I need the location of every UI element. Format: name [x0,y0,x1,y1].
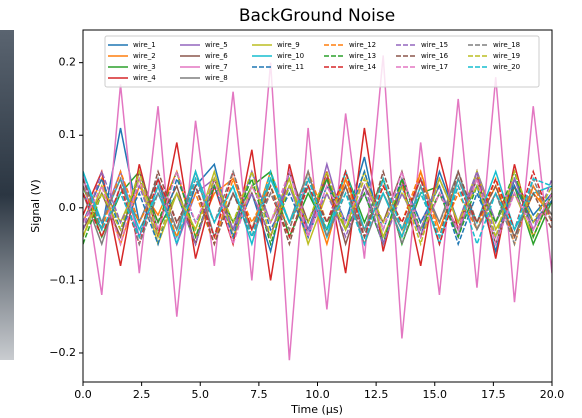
data-line [83,168,552,247]
y-tick-label: 0.2 [59,56,77,69]
legend-label: wire_12 [349,41,376,49]
legend-label: wire_4 [133,74,156,82]
legend-label: wire_18 [493,41,520,49]
legend-label: wire_5 [205,41,228,49]
legend-label: wire_19 [493,52,520,60]
data-line [83,168,552,247]
legend-label: wire_17 [421,63,448,71]
data-line [83,169,552,247]
x-tick-label: 12.5 [364,388,389,401]
legend-label: wire_16 [421,52,449,60]
x-tick-label: 17.5 [481,388,506,401]
legend-label: wire_13 [349,52,376,60]
legend: wire_1wire_2wire_3wire_4wire_5wire_6wire… [104,35,540,88]
data-line [83,168,552,247]
data-line [83,168,552,247]
data-line [83,168,552,247]
legend-label: wire_2 [133,52,156,60]
x-tick-label: 2.5 [133,388,151,401]
legend-label: wire_7 [205,63,228,71]
x-axis-label: Time (μs) [290,403,343,416]
y-axis-label: Signal (V) [29,179,42,232]
legend-label: wire_8 [205,74,228,82]
legend-label: wire_6 [205,52,228,60]
legend-label: wire_11 [277,63,304,71]
data-line [83,168,552,247]
x-tick-label: 20.0 [540,388,565,401]
legend-label: wire_15 [421,41,448,49]
legend-label: wire_9 [277,41,300,49]
x-tick-label: 7.5 [250,388,268,401]
y-tick-label: −0.2 [49,346,76,359]
chart-title: BackGround Noise [239,6,395,26]
legend-label: wire_14 [349,63,377,71]
x-tick-label: 5.0 [192,388,210,401]
legend-label: wire_20 [493,63,520,71]
x-tick-label: 15.0 [423,388,448,401]
plot-lines [83,55,552,361]
y-tick-label: 0.0 [59,201,77,214]
legend-box [104,35,540,88]
legend-label: wire_10 [277,52,304,60]
legend-label: wire_1 [133,41,156,49]
legend-label: wire_3 [133,63,156,71]
y-tick-label: 0.1 [59,128,77,141]
y-tick-label: −0.1 [49,273,76,286]
photo-edge [0,30,14,360]
x-tick-label: 10.0 [305,388,330,401]
x-tick-label: 0.0 [74,388,92,401]
